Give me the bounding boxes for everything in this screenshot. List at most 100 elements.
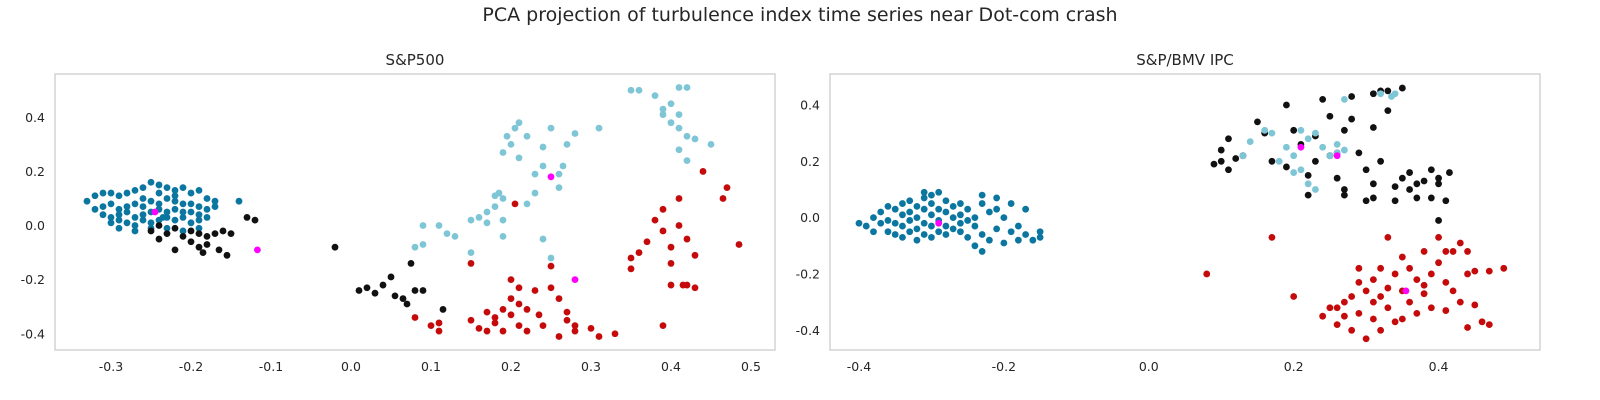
data-point [427, 322, 435, 330]
data-point [675, 84, 683, 91]
data-point [203, 205, 211, 213]
data-point [439, 306, 447, 313]
data-point [83, 197, 91, 205]
data-point [139, 203, 147, 210]
data-point [491, 319, 499, 327]
data-point [531, 287, 539, 294]
data-point [906, 197, 914, 205]
data-point [467, 260, 475, 267]
x-tick-label: 0.4 [661, 359, 681, 374]
y-tick-label: 0.2 [25, 164, 45, 179]
subplot-title: S&P/BMV IPC [1136, 51, 1234, 69]
data-point [115, 224, 123, 232]
data-point [913, 225, 921, 233]
series-light_blue [411, 84, 715, 262]
series-magenta [151, 173, 579, 284]
data-point [531, 170, 539, 178]
data-point [675, 111, 683, 118]
data-point [906, 208, 914, 216]
data-point [1500, 264, 1508, 272]
data-point [1442, 248, 1450, 255]
data-point [1377, 264, 1385, 272]
data-point [928, 233, 935, 241]
data-point [675, 146, 683, 154]
data-point [1319, 95, 1327, 103]
data-point [1290, 152, 1298, 160]
data-point [870, 214, 877, 222]
data-point [1217, 146, 1225, 154]
plot-frame [54, 73, 776, 351]
data-point [1406, 169, 1413, 176]
data-point [1362, 287, 1370, 295]
data-point [1420, 248, 1428, 255]
data-point [499, 232, 507, 240]
data-point [627, 254, 635, 262]
data-point [899, 200, 906, 207]
y-tick-label: -0.2 [21, 272, 45, 287]
data-point [964, 217, 972, 224]
data-point [371, 289, 379, 297]
data-point [91, 192, 99, 200]
data-point [1225, 135, 1232, 143]
data-point [1369, 180, 1377, 188]
data-point [391, 292, 399, 300]
data-point [187, 227, 195, 235]
data-point [1406, 298, 1413, 306]
data-point [1340, 146, 1348, 154]
data-point [735, 241, 743, 248]
data-point [1485, 321, 1493, 329]
data-point [507, 311, 515, 319]
data-point [155, 189, 163, 197]
data-point [635, 86, 643, 94]
data-point [1355, 279, 1363, 286]
x-tick-label: 0.2 [501, 359, 521, 374]
data-point [1435, 180, 1442, 188]
data-point [978, 231, 986, 238]
data-point [1435, 217, 1442, 224]
data-point [195, 211, 203, 219]
data-point [1377, 326, 1385, 334]
data-point [928, 191, 935, 199]
data-point [115, 205, 123, 213]
data-point [99, 211, 107, 219]
data-point [1319, 312, 1327, 320]
data-point [435, 319, 443, 327]
data-point [659, 105, 667, 113]
data-point [1312, 186, 1319, 193]
data-point [523, 306, 531, 313]
data-point [1304, 180, 1312, 188]
data-point [491, 203, 499, 210]
data-point [151, 208, 159, 216]
data-point [1413, 276, 1421, 283]
data-point [1413, 309, 1421, 317]
data-point [539, 235, 547, 243]
data-point [1388, 93, 1395, 100]
data-point [1398, 253, 1406, 261]
data-point [1420, 290, 1428, 298]
data-point [949, 202, 957, 210]
data-point [978, 191, 986, 199]
data-point [913, 202, 921, 210]
data-point [1239, 152, 1247, 160]
data-point [1326, 112, 1334, 120]
data-point [1283, 143, 1290, 151]
data-point [1340, 95, 1348, 103]
data-point [215, 246, 223, 254]
data-point [535, 311, 543, 319]
data-point [403, 300, 411, 308]
data-point [411, 243, 419, 251]
data-point [675, 222, 683, 229]
data-point [1420, 177, 1428, 185]
data-point [906, 228, 914, 236]
data-point [1348, 93, 1356, 100]
data-point [1384, 304, 1392, 312]
data-point [707, 140, 715, 148]
data-point [254, 246, 261, 254]
data-point [1333, 321, 1341, 329]
data-point [1420, 281, 1428, 289]
data-point [179, 227, 187, 235]
data-point [547, 262, 555, 270]
data-point [187, 219, 195, 227]
data-point [1246, 138, 1254, 145]
data-point [131, 200, 139, 208]
